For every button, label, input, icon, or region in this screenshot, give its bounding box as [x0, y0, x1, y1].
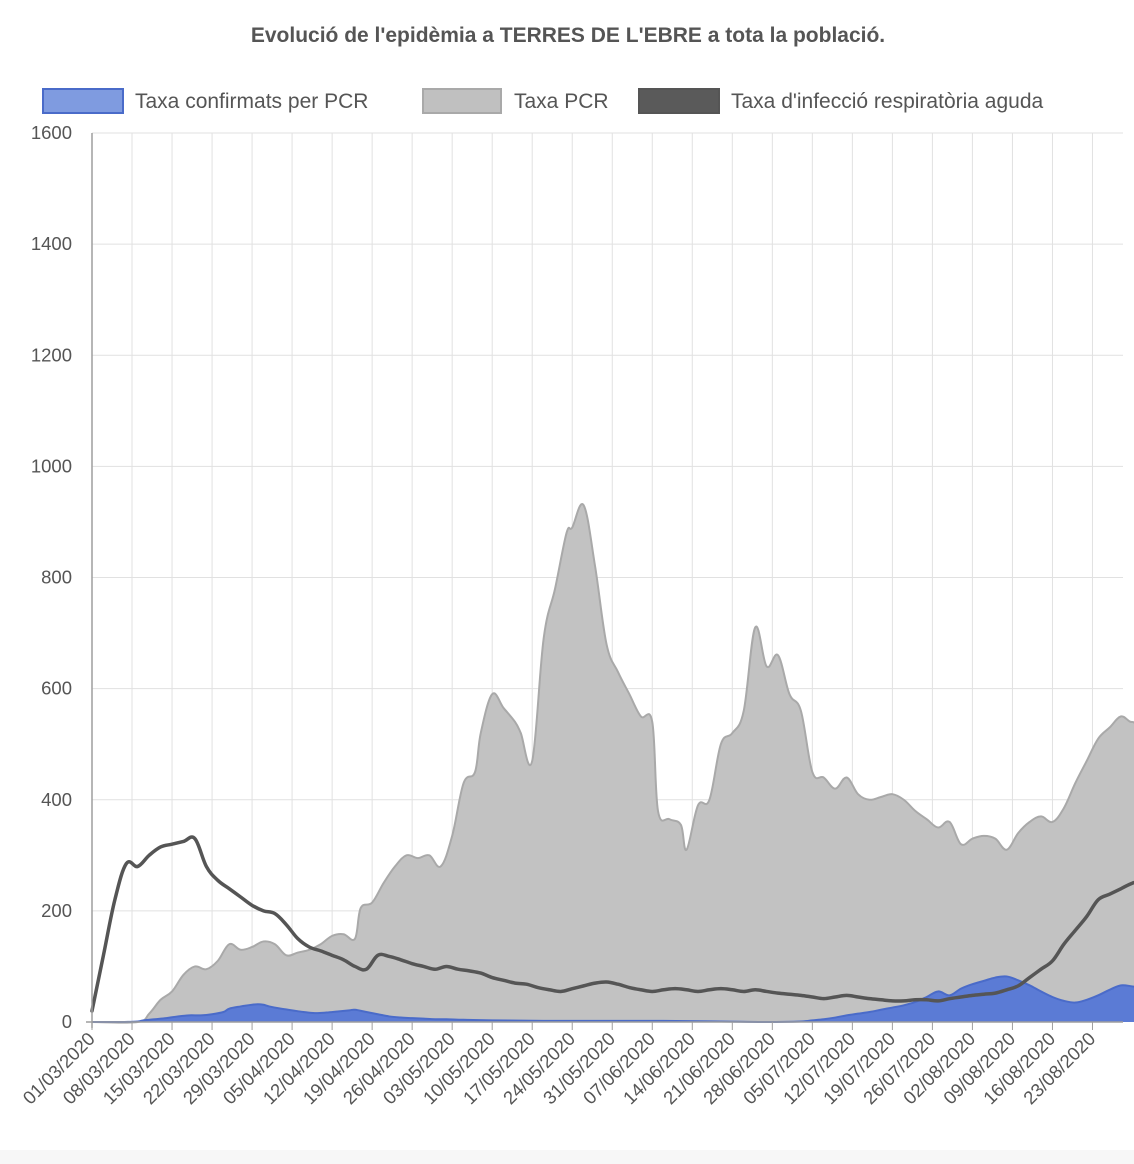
legend-swatch-confirmats: [42, 88, 124, 114]
legend-label-confirmats: Taxa confirmats per PCR: [135, 90, 368, 113]
y-tick-label: 1200: [31, 344, 72, 365]
chart-axes: [86, 133, 1123, 1028]
y-tick-label: 1400: [31, 233, 72, 254]
y-tick-label: 1600: [31, 122, 72, 143]
legend-label-ira: Taxa d'infecció respiratòria aguda: [731, 90, 1044, 113]
y-axis-tick-labels: 0 200 400 600 800 1000 1200 1400 1600: [31, 122, 72, 1032]
chart-legend: Taxa confirmats per PCR Taxa PCR Taxa d'…: [42, 88, 1044, 114]
y-tick-label: 0: [62, 1011, 72, 1032]
series-pcr-area-fill: [92, 504, 1134, 1023]
legend-swatch-ira: [638, 88, 720, 114]
series-pcr-area: [91, 503, 1134, 1024]
y-tick-label: 600: [41, 678, 72, 699]
x-axis-tick-labels: 01/03/202008/03/202015/03/202022/03/2020…: [19, 1022, 1099, 1108]
y-tick-label: 400: [41, 789, 72, 810]
legend-item-ira[interactable]: Taxa d'infecció respiratòria aguda: [638, 88, 1044, 114]
y-tick-label: 200: [41, 900, 72, 921]
chart-series: [90, 503, 1134, 1024]
legend-item-pcr[interactable]: Taxa PCR: [422, 88, 609, 114]
legend-item-confirmats[interactable]: Taxa confirmats per PCR: [42, 88, 368, 114]
series-ira-line: [90, 835, 1134, 1013]
legend-label-pcr: Taxa PCR: [514, 90, 609, 113]
chart-title: Evolució de l'epidèmia a TERRES DE L'EBR…: [251, 24, 885, 47]
y-tick-label: 800: [41, 567, 72, 588]
legend-swatch-pcr: [422, 88, 502, 114]
footer-strip: [0, 1150, 1134, 1164]
y-tick-label: 1000: [31, 455, 72, 476]
